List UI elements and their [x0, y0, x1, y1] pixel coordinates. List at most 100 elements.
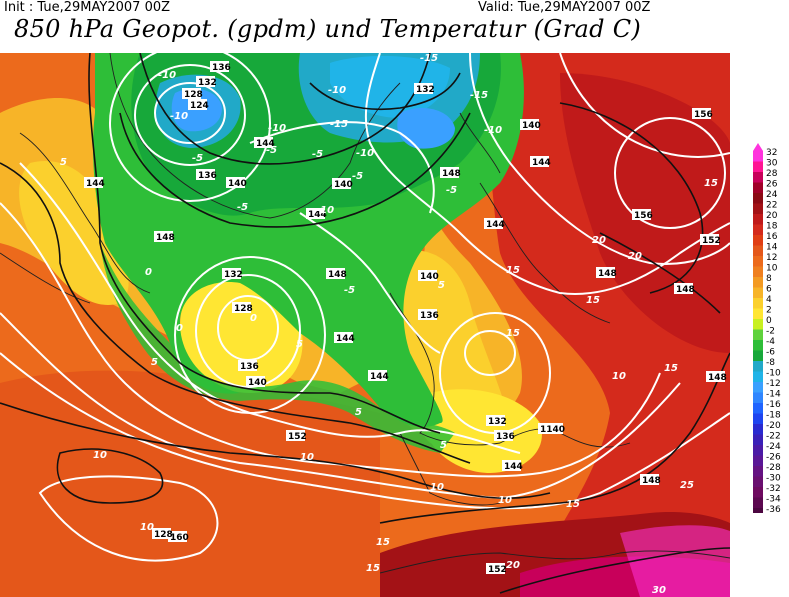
legend-tick-label: -8 — [766, 358, 775, 368]
isotherm-10 — [0, 402, 551, 499]
legend-tick-label: 8 — [766, 274, 772, 284]
legend-tick-label: -28 — [766, 463, 781, 473]
geo-label-text: 144 — [486, 220, 505, 230]
geo-label-text: 136 — [198, 171, 217, 181]
geo-label: 152 — [486, 563, 507, 575]
temp-label: 10 — [612, 371, 626, 382]
temp-label: 5 — [60, 157, 67, 168]
temp-label: -10 — [268, 123, 286, 134]
geo-label-text: 156 — [694, 110, 713, 120]
temp-label: 15 — [566, 499, 580, 510]
legend-swatch — [753, 193, 763, 204]
legend-tick-label: 10 — [766, 264, 778, 274]
geo-label-text: 132 — [198, 78, 217, 88]
temp-label: 15 — [366, 563, 380, 574]
geo-label-text: 136 — [496, 432, 515, 442]
isoline-baffin-128 — [134, 64, 246, 166]
legend-tick-label: 16 — [766, 232, 778, 242]
legend-tick-label: -2 — [766, 327, 775, 337]
temp-label: 0 — [145, 267, 152, 278]
temp-label: -15 — [330, 119, 348, 130]
legend-tick-label: -32 — [766, 484, 781, 494]
legend-swatch — [753, 382, 763, 393]
geo-label: 144 — [334, 332, 355, 344]
temp-label: 20 — [628, 251, 642, 262]
legend-tick-label: -10 — [766, 369, 781, 379]
geo-label: 128 — [232, 302, 253, 314]
legend-swatch — [753, 235, 763, 246]
isotherm-0 — [88, 53, 441, 434]
geo-label: 144 — [254, 137, 275, 149]
legend-swatch — [753, 403, 763, 414]
legend-swatch — [753, 413, 763, 424]
legend-labels: 32302826242220181614121086420-2-4-6-8-10… — [766, 148, 781, 515]
geo-label: 140 — [332, 178, 353, 190]
geo-label-text: 132 — [416, 85, 435, 95]
legend-swatch — [753, 497, 763, 508]
legend-tick-label: 14 — [766, 243, 778, 253]
coast-europe-north — [389, 292, 631, 448]
field-green-tongue — [100, 243, 455, 453]
legend-swatch — [753, 340, 763, 351]
temp-label: -15 — [420, 53, 438, 64]
init-time: Init : Tue,29MAY2007 00Z — [4, 0, 171, 15]
field-cyan-core — [330, 56, 450, 118]
legend-swatch — [753, 298, 763, 309]
legend-swatch — [753, 277, 763, 288]
geo-label: 148 — [154, 231, 175, 243]
geo-label: 144 — [306, 208, 327, 220]
isoline-136-arctic — [249, 121, 435, 214]
temp-label: 15 — [506, 265, 520, 276]
legend-tick-label: 18 — [766, 222, 778, 232]
legend-svg: 32302826242220181614121086420-2-4-6-8-10… — [753, 143, 781, 527]
isoline-baffin-124 — [154, 82, 226, 144]
geo-label-text: 136 — [212, 63, 231, 73]
temp-label: -10 — [356, 148, 374, 159]
geo-label-text: 148 — [598, 269, 617, 279]
geo-label-text: 136 — [240, 362, 259, 372]
temp-label: 10 — [93, 450, 107, 461]
legend-swatch — [753, 361, 763, 372]
geo-label-text: 156 — [634, 211, 653, 221]
geo-label-text: 148 — [156, 233, 175, 243]
temp-label: -5 — [312, 149, 323, 160]
geo-label-text: 144 — [370, 372, 389, 382]
geo-label: 144 — [84, 177, 105, 189]
temp-label: 10 — [430, 482, 444, 493]
isotherm-15 — [379, 352, 730, 524]
temp-label: 0 — [176, 323, 183, 334]
temp-label: -5 — [352, 171, 363, 182]
geo-label-text: 144 — [336, 334, 355, 344]
geo-label-text: 128 — [234, 304, 253, 314]
legend-swatch — [753, 392, 763, 403]
geo-label-text: 144 — [504, 462, 523, 472]
geo-label-text: 136 — [420, 311, 439, 321]
temp-label: -10 — [484, 125, 502, 136]
legend-swatch — [753, 224, 763, 235]
temp-label: 20 — [506, 560, 520, 571]
isoline-baffin-132 — [109, 53, 271, 202]
geo-label: 136 — [196, 169, 217, 181]
legend-tick-label: -26 — [766, 453, 781, 463]
legend-swatch — [753, 445, 763, 456]
geo-label: 140 — [418, 270, 439, 282]
legend-tick-label: -18 — [766, 411, 781, 421]
legend-tick-label: 32 — [766, 148, 777, 158]
temp-label: 30 — [652, 585, 666, 596]
temp-label: 15 — [506, 328, 520, 339]
geo-label: 136 — [210, 61, 231, 73]
geo-label-text: 140 — [420, 272, 439, 282]
geo-label-text: 140 — [522, 121, 541, 131]
geo-label: 160 — [168, 531, 189, 543]
temp-label: 5 — [440, 440, 447, 451]
map-title: 850 hPa Geopot. (gpdm) und Temperatur (G… — [14, 15, 642, 43]
legend-swatch — [753, 424, 763, 435]
legend-tick-label: -24 — [766, 442, 781, 452]
temp-label: -5 — [446, 185, 457, 196]
temp-label: -10 — [170, 111, 188, 122]
geo-label-text: 144 — [532, 158, 551, 168]
legend-swatch — [753, 214, 763, 225]
geo-label: 148 — [640, 474, 661, 486]
temp-label: -5 — [192, 153, 203, 164]
coast-newfoundland — [0, 252, 91, 304]
